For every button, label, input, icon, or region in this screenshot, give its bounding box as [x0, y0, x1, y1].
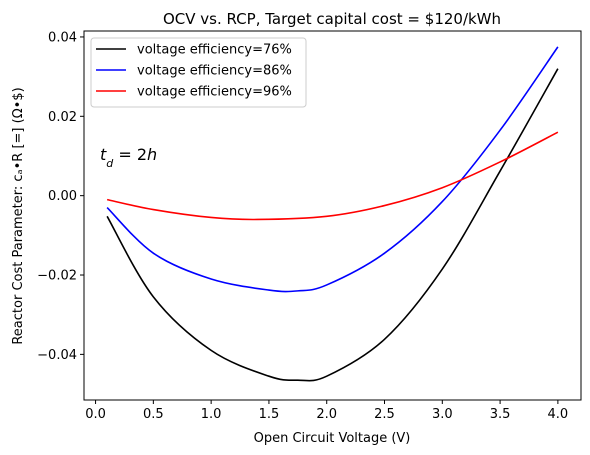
legend-box — [90, 37, 307, 108]
x-tick-label: 0.0 — [85, 407, 106, 422]
x-axis-ticks: 0.0 0.5 1.0 1.5 2.0 2.5 3.0 3.5 4.0 — [85, 400, 568, 422]
series-line-1 — [106, 68, 559, 382]
legend: voltage efficiency=76% voltage efficiency… — [90, 37, 307, 108]
y-axis-ticks: −0.04 −0.02 0.00 0.02 0.04 — [37, 30, 84, 363]
series-line-2 — [106, 46, 559, 293]
chart-title: OCV vs. RCP, Target capital cost = $120/… — [163, 10, 501, 28]
x-tick-label: 1.0 — [201, 407, 222, 422]
x-tick-label: 4.0 — [548, 407, 569, 422]
y-tick-label: 0.04 — [48, 30, 77, 45]
series-line-3 — [106, 131, 559, 221]
plot-frame — [83, 30, 582, 401]
legend-label-1: voltage efficiency=76% — [137, 43, 292, 58]
y-tick-label: 0.02 — [48, 110, 77, 125]
x-tick-label: 3.5 — [490, 407, 511, 422]
legend-label-3: voltage efficiency=96% — [137, 85, 292, 100]
x-tick-label: 2.0 — [316, 407, 337, 422]
y-axis-label: Reactor Cost Parameter: cₐ•R [=] (Ω•$) — [11, 87, 26, 344]
x-tick-label: 2.5 — [374, 407, 395, 422]
y-tick-label: 0.00 — [48, 189, 77, 204]
x-tick-label: 1.5 — [259, 407, 280, 422]
plot-series — [106, 46, 559, 382]
td-annotation: td = 2h — [100, 145, 157, 170]
legend-label-2: voltage efficiency=86% — [137, 64, 292, 79]
x-tick-label: 0.5 — [143, 407, 164, 422]
y-tick-label: −0.02 — [37, 269, 77, 284]
x-tick-label: 3.0 — [432, 407, 453, 422]
x-axis-label: Open Circuit Voltage (V) — [254, 431, 411, 446]
y-tick-label: −0.04 — [37, 348, 77, 363]
